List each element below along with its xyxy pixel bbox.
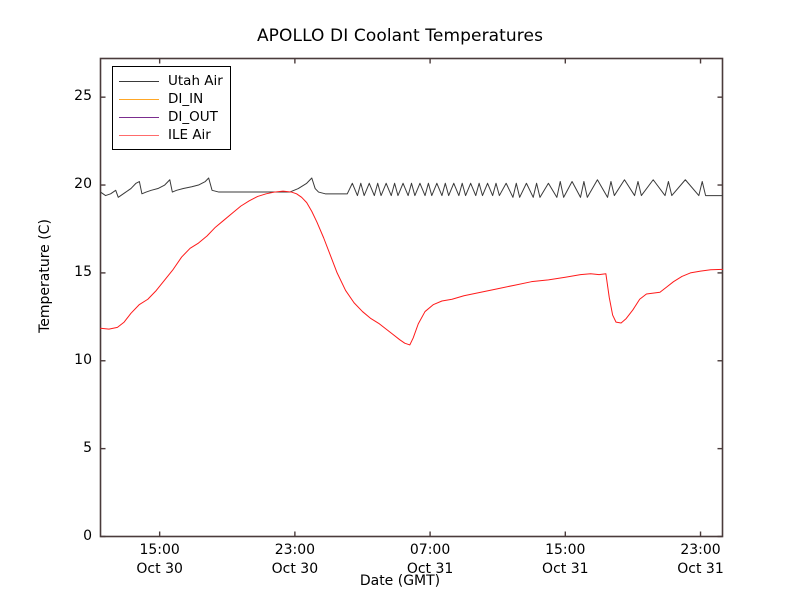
legend-swatch-di-out bbox=[119, 116, 159, 118]
legend-item[interactable]: DI_IN bbox=[119, 90, 223, 108]
y-tick-label: 10 bbox=[74, 351, 92, 368]
x-tick: 15:00 Oct 30 bbox=[100, 541, 220, 579]
legend-label-di-in: DI_IN bbox=[168, 91, 204, 107]
chart-title: APOLLO DI Coolant Temperatures bbox=[256, 26, 544, 46]
y-tick-label: 0 bbox=[83, 527, 92, 544]
x-tick-date: Oct 31 bbox=[542, 561, 589, 577]
x-tick-time: 15:00 bbox=[545, 542, 586, 558]
x-tick: 23:00 Oct 31 bbox=[641, 541, 761, 579]
series-line-ile-air bbox=[100, 190, 723, 346]
y-tick: 0 bbox=[50, 528, 92, 544]
y-tick-label: 25 bbox=[74, 88, 92, 105]
y-tick: 20 bbox=[50, 176, 92, 192]
x-tick: 23:00 Oct 30 bbox=[235, 541, 355, 579]
y-tick: 25 bbox=[50, 88, 92, 104]
chart-legend: Utah Air DI_IN DI_OUT ILE Air bbox=[112, 66, 231, 150]
x-tick-time: 15:00 bbox=[139, 542, 180, 558]
y-tick-label: 20 bbox=[74, 176, 92, 193]
x-tick-date: Oct 30 bbox=[271, 561, 319, 577]
legend-swatch-ile-air bbox=[119, 134, 159, 136]
legend-item[interactable]: ILE Air bbox=[119, 126, 223, 144]
legend-label-utah-air: Utah Air bbox=[168, 73, 223, 89]
legend-swatch-di-in bbox=[119, 98, 159, 100]
y-tick: 15 bbox=[50, 264, 92, 280]
legend-swatch-utah-air bbox=[119, 80, 159, 82]
y-tick: 10 bbox=[50, 352, 92, 368]
x-tick-time: 23:00 bbox=[274, 542, 316, 558]
y-tick-label: 15 bbox=[74, 263, 92, 280]
series-line-utah-air bbox=[100, 177, 723, 198]
legend-item[interactable]: DI_OUT bbox=[119, 108, 223, 126]
x-tick-time: 07:00 bbox=[409, 542, 451, 558]
legend-label-ile-air: ILE Air bbox=[168, 127, 211, 143]
axes-frame bbox=[99, 57, 724, 538]
x-tick-date: Oct 31 bbox=[406, 561, 454, 577]
x-tick: 07:00 Oct 31 bbox=[370, 541, 490, 579]
x-axis-label: Date (GMT) bbox=[359, 573, 441, 589]
y-tick-label: 5 bbox=[83, 439, 92, 456]
x-tick-date: Oct 31 bbox=[677, 561, 724, 577]
legend-item[interactable]: Utah Air bbox=[119, 72, 223, 90]
legend-label-di-out: DI_OUT bbox=[168, 109, 218, 125]
x-tick: 15:00 Oct 31 bbox=[505, 541, 625, 579]
x-tick-date: Oct 30 bbox=[136, 561, 183, 577]
y-tick: 5 bbox=[50, 440, 92, 456]
x-tick-time: 23:00 bbox=[680, 542, 721, 558]
